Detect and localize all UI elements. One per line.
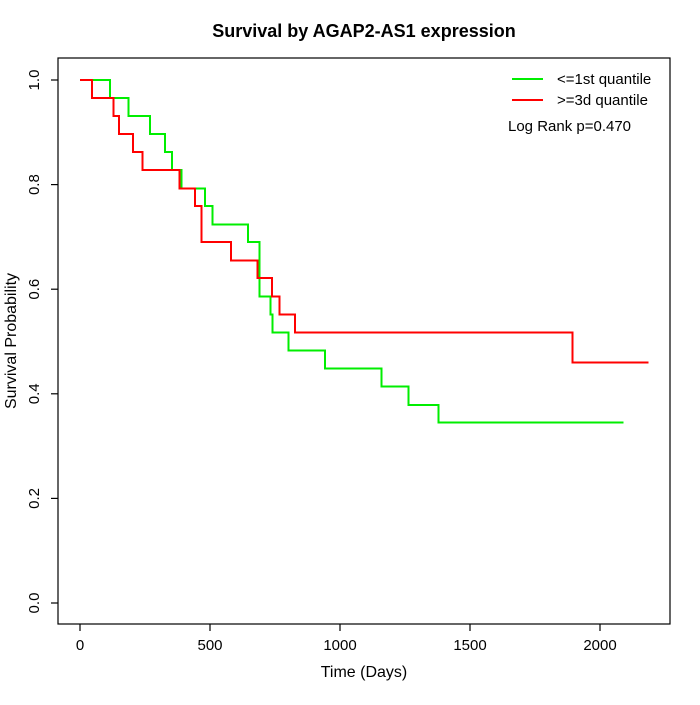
x-tick-label: 0 (76, 637, 84, 654)
legend-label-first-quantile: <=1st quantile (557, 71, 651, 88)
x-axis-ticks: 0 500 1000 1500 2000 (76, 624, 617, 654)
plot-area-border (57, 57, 671, 625)
x-tick-label: 1500 (453, 637, 486, 654)
x-axis-title: Time (Days) (321, 664, 408, 681)
x-tick-label: 2000 (583, 637, 616, 654)
log-rank-pvalue: Log Rank p=0.470 (508, 118, 631, 135)
chart-title: Survival by AGAP2-AS1 expression (212, 21, 515, 41)
y-tick-label: 0.8 (26, 174, 43, 195)
x-tick-label: 500 (197, 637, 222, 654)
y-tick-label: 0.4 (26, 383, 43, 404)
y-tick-label: 0.2 (26, 488, 43, 509)
y-tick-label: 0.0 (26, 593, 43, 614)
y-axis-title: Survival Probability (3, 273, 20, 409)
legend-label-third-quantile: >=3d quantile (557, 92, 648, 109)
x-tick-label: 1000 (323, 637, 356, 654)
y-tick-label: 1.0 (26, 70, 43, 91)
survival-curves (80, 79, 649, 424)
legend: <=1st quantile >=3d quantile Log Rank p=… (508, 71, 651, 135)
survival-curve-green (80, 79, 624, 424)
y-tick-label: 0.6 (26, 279, 43, 300)
survival-curve-red (80, 79, 649, 364)
y-axis-ticks: 0.0 0.2 0.4 0.6 0.8 1.0 (26, 70, 58, 614)
